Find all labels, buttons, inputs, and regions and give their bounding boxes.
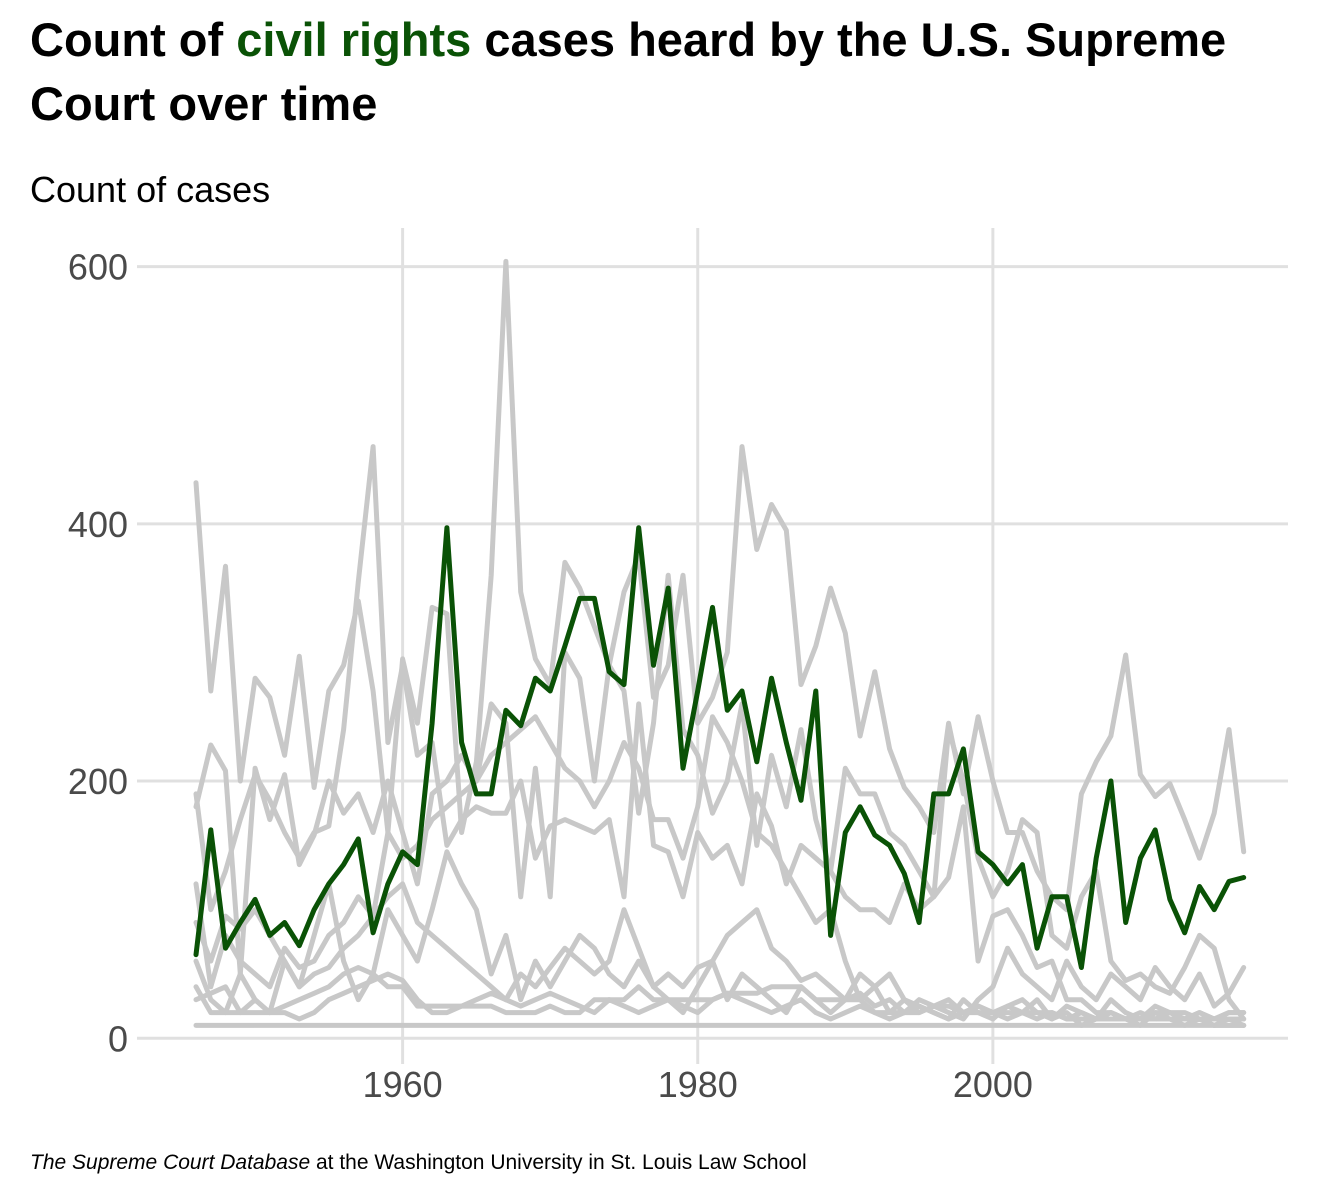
series-line-bg-8 <box>193 971 1247 1022</box>
title-highlight: civil rights <box>236 13 472 66</box>
y-tick-label-600: 600 <box>68 247 128 288</box>
title-suffix: cases heard by the U.S. Supreme Court ov… <box>30 13 1227 130</box>
caption-rest: at the Washington University in St. Loui… <box>310 1151 807 1174</box>
y-tick-label-0: 0 <box>108 1018 128 1059</box>
x-tick-label-2000: 2000 <box>953 1064 1033 1105</box>
title-prefix: Count of <box>30 13 237 66</box>
line-chart: 1960 1980 2000 0 200 400 600 <box>68 228 1288 1105</box>
caption-source-name: The Supreme Court Database <box>30 1151 311 1174</box>
y-tick-label-400: 400 <box>68 504 128 545</box>
series-line-civil-rights <box>193 525 1247 970</box>
series-line-bg-1 <box>193 258 1247 913</box>
source-caption: The Supreme Court Database at the Washin… <box>30 1150 807 1176</box>
y-axis-label: Count of cases <box>30 169 271 210</box>
x-tick-label-1980: 1980 <box>658 1064 738 1105</box>
chart-title: Count of civil rights cases heard by the… <box>30 8 1280 136</box>
highlight-series <box>193 525 1247 970</box>
gridlines <box>137 228 1288 1064</box>
series-line-bg-2 <box>193 572 1247 1028</box>
x-tick-label-1960: 1960 <box>363 1064 443 1105</box>
series-line-bg-3 <box>193 444 1247 1022</box>
tick-labels: 1960 1980 2000 0 200 400 600 <box>68 247 1033 1105</box>
series-line-bg-6 <box>193 849 1247 1028</box>
y-tick-label-200: 200 <box>68 761 128 802</box>
